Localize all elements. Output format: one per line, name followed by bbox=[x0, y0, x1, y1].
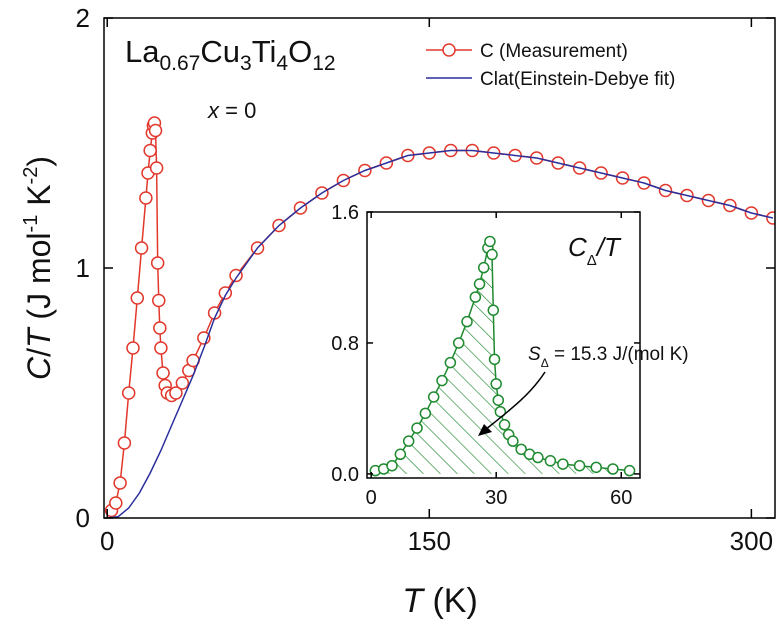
marker bbox=[461, 315, 473, 328]
hatched-area bbox=[375, 241, 630, 474]
marker bbox=[444, 356, 457, 369]
marker bbox=[386, 459, 398, 472]
marker bbox=[484, 235, 496, 248]
x-tick-label: 0 bbox=[100, 526, 114, 556]
marker bbox=[573, 459, 586, 472]
marker bbox=[130, 291, 145, 305]
marker bbox=[452, 337, 465, 349]
marker bbox=[152, 293, 166, 308]
y-tick-label: 2 bbox=[76, 3, 90, 33]
legend-label: C (Measurement) bbox=[480, 41, 628, 62]
marker bbox=[515, 443, 527, 456]
y-tick-label: 0.0 bbox=[331, 464, 359, 486]
marker bbox=[121, 386, 136, 400]
arrow bbox=[484, 371, 546, 431]
marker bbox=[109, 496, 123, 510]
marker bbox=[394, 448, 407, 461]
formula: La0.67Cu3Ti4O12 bbox=[125, 34, 336, 75]
marker bbox=[126, 341, 140, 355]
marker bbox=[117, 436, 132, 450]
marker bbox=[623, 464, 636, 477]
marker bbox=[150, 256, 165, 270]
marker bbox=[492, 394, 505, 406]
marker bbox=[156, 366, 170, 380]
inset-plot: 0 30 60 0.0 0.8 1.6 bbox=[331, 202, 641, 509]
marker bbox=[113, 476, 127, 490]
plot-area bbox=[369, 235, 636, 477]
plot-area bbox=[104, 116, 775, 518]
marker bbox=[477, 261, 490, 274]
marker bbox=[229, 268, 243, 283]
x-tick-label: 30 bbox=[485, 487, 507, 509]
inset-title: CΔ/T bbox=[568, 232, 622, 269]
marker bbox=[139, 191, 153, 205]
x-tick-label: 150 bbox=[408, 526, 451, 556]
marker bbox=[498, 419, 511, 431]
marker bbox=[544, 455, 557, 467]
marker bbox=[436, 374, 448, 387]
marker bbox=[473, 278, 486, 290]
marker bbox=[487, 304, 500, 316]
marker bbox=[590, 461, 602, 474]
marker bbox=[148, 123, 163, 138]
x-tick-label: 60 bbox=[610, 487, 632, 509]
x-tick-label: 300 bbox=[730, 526, 773, 556]
x-tick-label: 0 bbox=[366, 487, 377, 509]
arrow-head bbox=[478, 424, 492, 436]
marker bbox=[419, 407, 432, 420]
marker bbox=[532, 451, 544, 464]
marker bbox=[175, 376, 190, 390]
y-tick-label: 0 bbox=[76, 503, 90, 533]
annotation: x = 0 bbox=[207, 98, 256, 123]
y-tick-label: 1.6 bbox=[331, 202, 359, 224]
marker bbox=[154, 341, 168, 355]
marker bbox=[488, 353, 501, 366]
frame bbox=[366, 211, 641, 479]
marker bbox=[427, 391, 440, 403]
x-axis-title: T (K) bbox=[402, 582, 478, 620]
y-tick-label: 1 bbox=[76, 253, 90, 283]
marker bbox=[149, 161, 164, 175]
marker bbox=[486, 248, 498, 261]
marker bbox=[169, 386, 183, 400]
marker bbox=[557, 458, 569, 470]
marker bbox=[490, 378, 502, 390]
marker bbox=[607, 463, 619, 475]
marker bbox=[507, 435, 519, 447]
inset-annotation: SΔ = 15.3 J/(mol K) bbox=[528, 344, 689, 370]
marker bbox=[402, 435, 415, 447]
y-tick-label: 0.8 bbox=[331, 333, 359, 355]
marker bbox=[134, 241, 149, 255]
marker bbox=[143, 143, 157, 158]
marker bbox=[153, 321, 167, 335]
legend-label: Clat(Einstein-Debye fit) bbox=[480, 69, 675, 90]
marker bbox=[469, 291, 482, 303]
marker bbox=[411, 422, 423, 434]
legend-marker bbox=[442, 43, 456, 57]
series-line bbox=[107, 149, 774, 518]
y-axis-title: C/T (J mol-1 K-2) bbox=[20, 156, 57, 380]
